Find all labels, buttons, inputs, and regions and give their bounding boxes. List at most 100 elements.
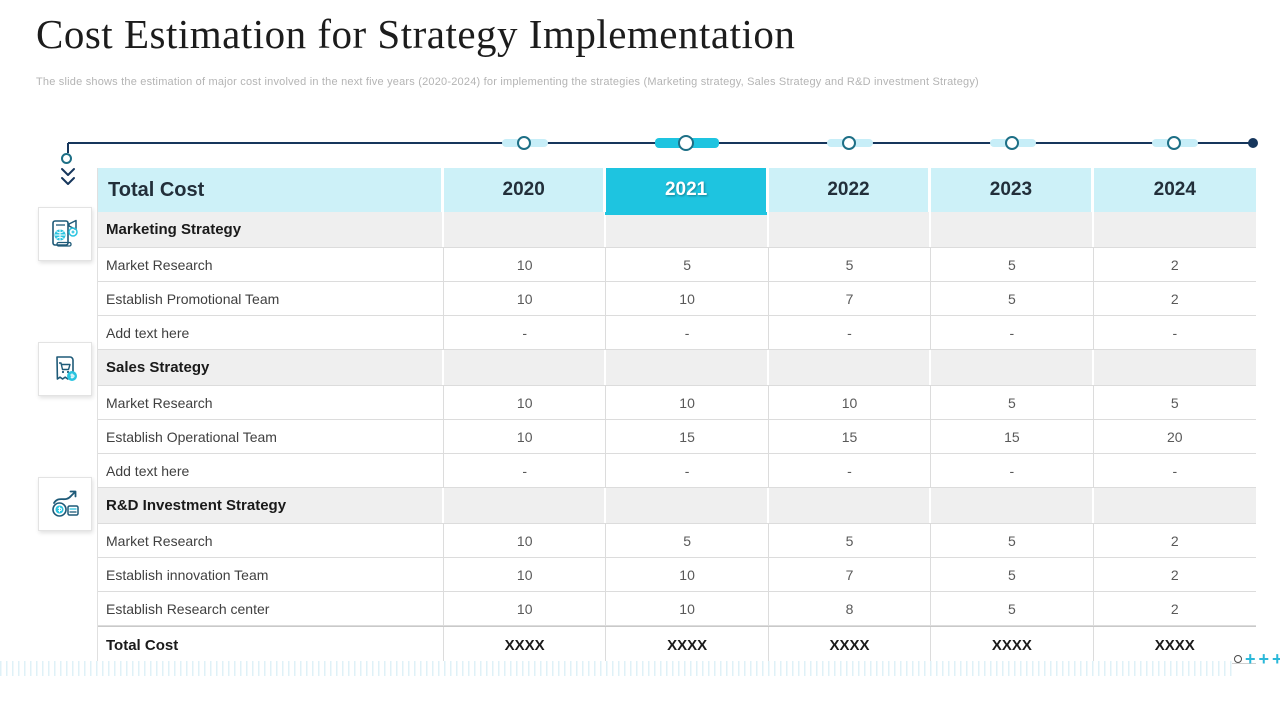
section-empty-cell: [606, 350, 769, 385]
cell-value: 10: [606, 282, 769, 315]
footer-value: XXXX: [444, 627, 607, 663]
timeline-circle-2024: [1167, 136, 1182, 150]
section-empty-cell: [768, 350, 932, 385]
table-row: Establish innovation Team 10 10 7 5 2: [98, 558, 1256, 592]
section-empty-cell: [606, 212, 769, 247]
bottom-stripe-pattern: [0, 661, 1232, 676]
cell-value: 10: [606, 558, 769, 591]
cell-value: -: [931, 316, 1094, 349]
table-footer-row: Total Cost XXXX XXXX XXXX XXXX XXXX: [98, 626, 1256, 663]
marketing-strategy-icon: [38, 207, 92, 261]
table-row: Establish Research center 10 10 8 5 2: [98, 592, 1256, 626]
cell-value: 5: [931, 592, 1094, 625]
rd-investment-strategy-icon: [38, 477, 92, 531]
section-empty-cell: [444, 488, 607, 523]
cell-value: 8: [769, 592, 932, 625]
cell-value: -: [444, 454, 607, 487]
timeline-start-connector: [67, 143, 69, 153]
cell-value: 20: [1167, 428, 1183, 445]
cell-value: -: [769, 454, 932, 487]
cell-value: 5: [769, 248, 932, 281]
cell-value: 10: [444, 248, 607, 281]
table-row: Market Research 10 5 5 5 2: [98, 248, 1256, 282]
table-row: Market Research 10 10 10 5 5: [98, 386, 1256, 420]
cell-value: 2: [1170, 600, 1179, 617]
row-label: Establish Operational Team: [98, 420, 444, 453]
cell-value: 10: [606, 386, 769, 419]
cell-value: 5: [769, 524, 932, 557]
table-row: Add text here - - - - -: [98, 316, 1256, 350]
cell-value: 5: [606, 524, 769, 557]
header-total-cost-label: Total Cost: [98, 168, 444, 212]
row-label: Market Research: [98, 386, 444, 419]
page-subtitle: The slide shows the estimation of major …: [36, 76, 979, 88]
cell-value: 5: [1170, 394, 1179, 411]
table-row: Add text here - - - - -: [98, 454, 1256, 488]
cell-value: 2: [1170, 290, 1179, 307]
cell-value: 2: [1170, 566, 1179, 583]
cell-value: -: [931, 454, 1094, 487]
cell-value: 5: [931, 524, 1094, 557]
section-empty-cell: [1093, 350, 1256, 385]
cell-value: -: [606, 454, 769, 487]
header-year-2020: 2020: [444, 168, 607, 212]
chevron-down-icon: [60, 167, 76, 192]
cell-value: 15: [769, 420, 932, 453]
plus-signs-icon: +++: [1245, 649, 1280, 669]
row-label: Establish Research center: [98, 592, 444, 625]
cell-value: -: [1172, 324, 1178, 341]
cell-value: -: [444, 316, 607, 349]
row-label: Add text here: [98, 454, 444, 487]
section-empty-cell: [444, 350, 607, 385]
table-row: Establish Promotional Team 10 10 7 5 2: [98, 282, 1256, 316]
cell-value: 10: [444, 524, 607, 557]
section-header-row: R&D Investment Strategy: [98, 488, 1256, 524]
section-empty-cell: [444, 212, 607, 247]
cell-value: 10: [444, 420, 607, 453]
cell-value: -: [606, 316, 769, 349]
row-label: Establish innovation Team: [98, 558, 444, 591]
header-year-2021: 2021: [605, 168, 769, 215]
table-header-row: Total Cost 2020 2021 2022 2023 2024: [98, 168, 1256, 215]
small-circle-icon: [1234, 655, 1242, 663]
cell-value: 5: [931, 248, 1094, 281]
cell-value: -: [769, 316, 932, 349]
row-label: Market Research: [98, 248, 444, 281]
timeline-circle-2020: [516, 136, 531, 150]
header-year-2023: 2023: [931, 168, 1094, 212]
timeline-circle-2023: [1004, 136, 1019, 150]
bottom-right-decor: +++: [1234, 650, 1280, 668]
sales-strategy-icon: [38, 342, 92, 396]
timeline-end-dot-icon: [1248, 138, 1258, 148]
cell-value: 7: [769, 558, 932, 591]
section-empty-cell: [931, 350, 1094, 385]
row-label: Establish Promotional Team: [98, 282, 444, 315]
timeline-start-circle-icon: [61, 153, 72, 164]
cell-value: 5: [931, 558, 1094, 591]
footer-total-cost-label: Total Cost: [98, 627, 444, 663]
section-header-row: Marketing Strategy: [98, 212, 1256, 248]
section-empty-cell: [1093, 212, 1256, 247]
section-header-row: Sales Strategy: [98, 350, 1256, 386]
page-title: Cost Estimation for Strategy Implementat…: [36, 11, 796, 57]
table-row: Market Research 10 5 5 5 2: [98, 524, 1256, 558]
cell-value: 5: [931, 386, 1094, 419]
section-empty-cell: [768, 212, 932, 247]
section-title: R&D Investment Strategy: [98, 488, 444, 523]
cost-table: Total Cost 2020 2021 2022 2023 2024 Marketing …: [97, 168, 1256, 664]
row-label: Add text here: [98, 316, 444, 349]
footer-value: XXXX: [931, 627, 1094, 663]
section-empty-cell: [606, 488, 769, 523]
timeline-circle-2021: [678, 135, 695, 151]
cell-value: 2: [1170, 256, 1179, 273]
section-empty-cell: [931, 212, 1094, 247]
footer-value: XXXX: [769, 627, 932, 663]
footer-value: XXXX: [606, 627, 769, 663]
cell-value: 10: [606, 592, 769, 625]
timeline-circle-2022: [842, 136, 856, 150]
cell-value: 15: [606, 420, 769, 453]
cell-value: 10: [444, 386, 607, 419]
cell-value: 2: [1170, 532, 1179, 549]
cell-value: 10: [769, 386, 932, 419]
